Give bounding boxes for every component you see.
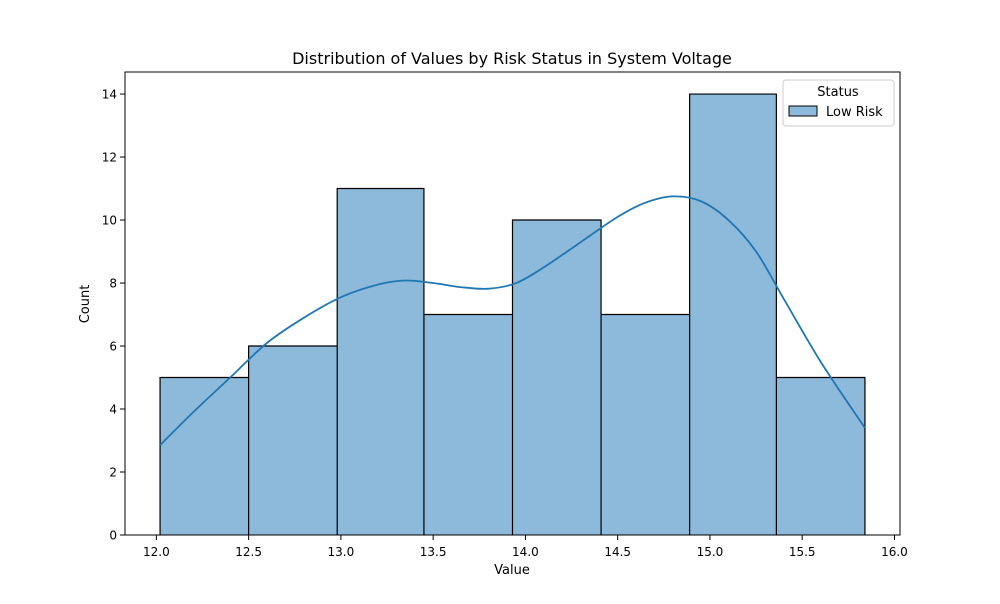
histogram-bar	[601, 314, 690, 535]
kde-line	[159, 195, 866, 446]
histogram-bar	[423, 314, 513, 535]
y-tick-label: 12	[102, 151, 117, 165]
y-ticks: 0 2 4 6 8 10 12 14	[102, 88, 125, 543]
x-tick-label: 12.0	[143, 545, 170, 559]
legend-swatch-low-risk	[788, 105, 818, 117]
legend: Status Low Risk	[782, 79, 895, 127]
histogram-outline	[159, 93, 866, 535]
x-tick-label: 13.0	[328, 545, 355, 559]
y-tick-label: 8	[109, 277, 117, 291]
histogram-bar	[248, 346, 338, 535]
y-tick-label: 10	[102, 214, 117, 228]
histogram-bar	[337, 188, 424, 535]
x-ticks: 12.0 12.5 13.0 13.5 14.0 14.5 15.0 15.5 16.0	[143, 535, 908, 559]
y-tick-label: 4	[109, 403, 117, 417]
legend-title: Status	[817, 85, 859, 100]
y-axis-label: Count	[78, 285, 93, 324]
x-tick-label: 14.5	[604, 545, 631, 559]
x-tick-label: 13.5	[420, 545, 447, 559]
axes	[124, 71, 901, 536]
histogram-bar	[776, 377, 865, 535]
histogram-bar	[160, 377, 249, 535]
x-tick-label: 16.0	[881, 545, 908, 559]
y-tick-label: 2	[109, 466, 117, 480]
x-tick-label: 15.0	[697, 545, 724, 559]
y-tick-label: 14	[102, 88, 117, 102]
plot-frame	[124, 71, 901, 536]
histogram-bar	[689, 94, 777, 536]
x-tick-label: 15.5	[789, 545, 816, 559]
kde-curve-layer	[159, 195, 866, 446]
histogram-bar	[512, 220, 602, 536]
x-tick-label: 12.5	[235, 545, 262, 559]
x-tick-label: 14.0	[512, 545, 539, 559]
chart-title: Distribution of Values by Risk Status in…	[292, 49, 732, 68]
histogram-bars	[159, 93, 866, 536]
y-tick-label: 0	[109, 529, 117, 543]
y-tick-label: 6	[109, 340, 117, 354]
legend-label-low-risk: Low Risk	[826, 105, 883, 120]
x-axis-label: Value	[494, 563, 530, 578]
